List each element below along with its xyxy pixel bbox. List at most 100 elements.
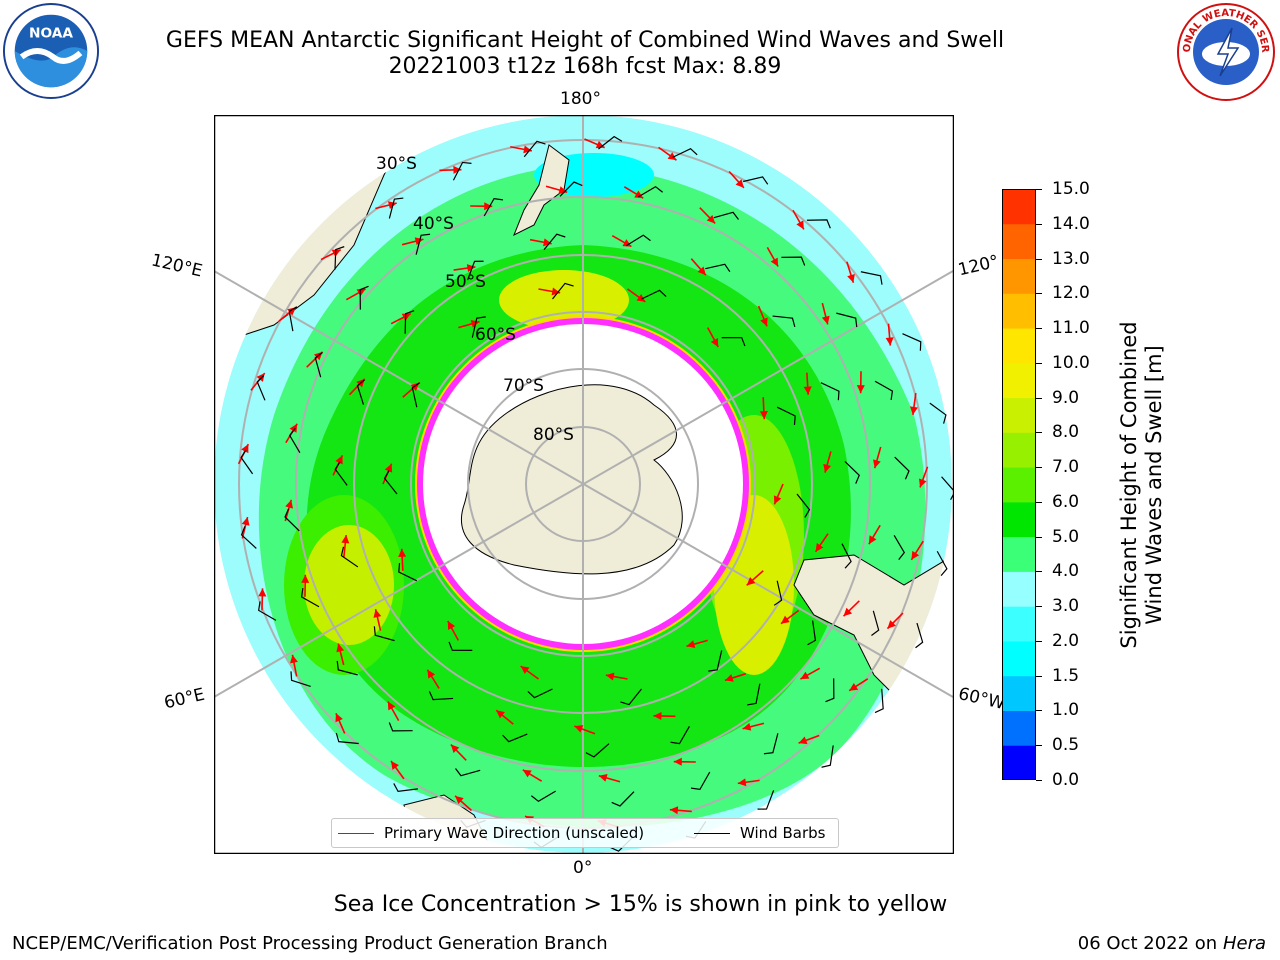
lon-label-180: 180° (560, 89, 601, 109)
wave-arrow-head (289, 423, 298, 433)
wind-barb (415, 233, 431, 255)
wave-arrow-head (803, 386, 812, 395)
colorbar-swatch (1002, 467, 1036, 503)
colorbar-tick-label: 1.5 (1052, 665, 1080, 686)
wind-barb (902, 333, 922, 351)
wind-barb (743, 176, 769, 185)
wind-barb (483, 197, 504, 217)
wind-barb (428, 691, 454, 701)
wave-arrow-head (256, 373, 265, 382)
wind-barb (340, 546, 359, 568)
footer-machine: Hera (1222, 933, 1266, 954)
wave-arrow-head (335, 713, 343, 723)
wave-arrow-head (605, 672, 615, 681)
wave-arrow-head (821, 315, 830, 325)
antarctica-land (460, 384, 683, 575)
map-border (214, 115, 954, 854)
colorbar-swatch (1002, 189, 1036, 225)
lat-label-50: 50°S (445, 272, 486, 292)
colorbar-tick-mark (1036, 397, 1042, 399)
wave-arrow-head (885, 337, 894, 346)
colorbar-tick-label: 10.0 (1052, 352, 1090, 373)
colorbar-title-line2: Wind Waves and Swell [m] (1142, 345, 1166, 625)
wave-arrow-head (398, 548, 407, 557)
wave-arrow-head (856, 385, 865, 394)
wave-arrow-head (241, 517, 250, 526)
wind-barb (747, 683, 761, 706)
wave-arrow-head (520, 666, 530, 675)
wave-arrow-head (241, 444, 249, 454)
colorbar (1002, 189, 1036, 780)
wave-arrow-head (636, 293, 646, 302)
wave-arrow-head (523, 145, 532, 154)
wave-arrow-head (384, 463, 393, 473)
wave-arrow-head (849, 683, 859, 691)
chart-subtitle-run: 20221003 t12z 168h fcst Max: 8.89 (388, 54, 782, 79)
wind-barb (359, 285, 369, 310)
wind-barb (531, 790, 556, 803)
wave-arrow-head (780, 615, 790, 624)
wind-barb (393, 783, 418, 793)
legend-wave-label: Primary Wave Direction (unscaled) (384, 824, 645, 842)
wind-barb (670, 725, 690, 745)
colorbar-swatch (1002, 745, 1036, 780)
colorbar-border (1002, 189, 1036, 780)
wave-arrow-head (735, 179, 744, 188)
wind-barb (874, 380, 894, 401)
wind-barb (240, 526, 257, 549)
wave-arrow-head (455, 795, 464, 805)
lon-label-60w: 60°W (956, 683, 1007, 715)
wave-arrow-head (391, 761, 399, 770)
wave-arrow-head (737, 778, 747, 787)
swell-peak-north (499, 270, 629, 330)
wind-barb (455, 768, 481, 777)
wind-barb (543, 233, 566, 251)
colorbar-tick-mark (1036, 710, 1042, 712)
wind-barb (776, 406, 796, 425)
colorbar-tick-mark (1036, 223, 1042, 225)
colorbar-tick-label: 13.0 (1052, 248, 1090, 269)
colorbar-tick-mark (1036, 745, 1042, 747)
wave-arrow-head (427, 669, 436, 679)
wind-barb (874, 688, 884, 714)
colorbar-swatch (1002, 362, 1036, 399)
lat-label-40: 40°S (413, 214, 454, 234)
colorbar-tick-label: 12.0 (1052, 283, 1090, 304)
wind-barb (256, 375, 266, 401)
wave-arrow-head (450, 744, 460, 754)
wave-arrow-head (669, 806, 679, 815)
wind-barb (471, 316, 486, 338)
wave-arrow-head (331, 249, 341, 257)
lon-label-120w: 120° (956, 251, 1001, 281)
colorbar-tick-label: 8.0 (1052, 422, 1080, 443)
wave-arrow-head (911, 550, 920, 560)
wind-barb (585, 743, 610, 758)
colorbar-swatch (1002, 640, 1036, 677)
wind-barb (448, 641, 473, 651)
wind-barb (284, 508, 300, 532)
wave-arrow-head (798, 736, 808, 745)
wind-barb (806, 219, 831, 229)
wave-direction-layer (237, 138, 929, 828)
wind-barb (825, 678, 835, 703)
colorbar-swatch (1002, 606, 1036, 642)
colorbar-tick-mark (1036, 189, 1042, 190)
colorbar-tick-mark (1036, 362, 1042, 364)
colorbar-tick-mark (1036, 432, 1042, 434)
wave-arrow-head (290, 654, 298, 664)
wind-barb (467, 260, 484, 281)
wind-barb (641, 289, 667, 300)
colorbar-swatch (1002, 501, 1036, 538)
wind-barb (721, 337, 746, 347)
wind-barb (625, 234, 651, 247)
colorbar-tick-label: 2.0 (1052, 630, 1080, 651)
wave-arrow-head (341, 535, 350, 544)
wind-barb (705, 263, 731, 273)
wave-arrow-head (673, 757, 682, 766)
meridian-60e-120w (214, 270, 954, 698)
colorbar-tick-label: 11.0 (1052, 318, 1090, 339)
lon-label-120e: 120°E (149, 250, 205, 282)
wind-barb (290, 671, 311, 687)
colorbar-title: Significant Height of Combined Wind Wave… (1117, 321, 1167, 648)
wave-arrow-head (336, 643, 345, 653)
